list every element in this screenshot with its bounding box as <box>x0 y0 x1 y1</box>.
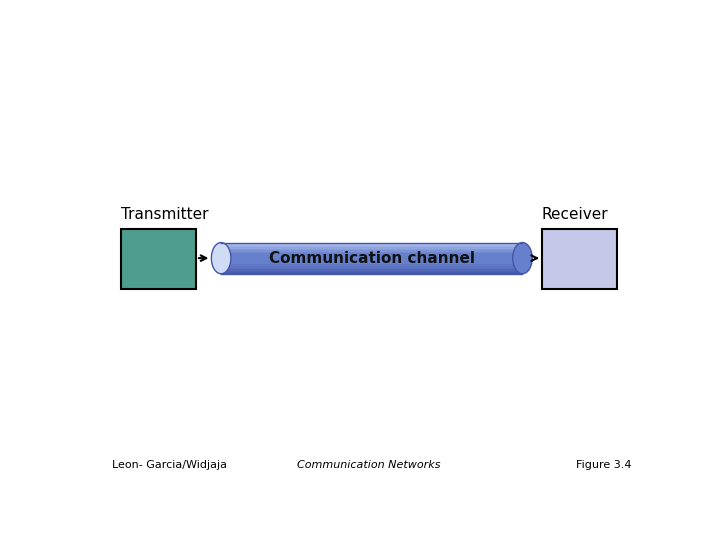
Text: Receiver: Receiver <box>542 207 608 221</box>
Bar <box>221 252 523 253</box>
Bar <box>221 267 523 269</box>
Text: Communication channel: Communication channel <box>269 251 474 266</box>
Bar <box>221 265 523 266</box>
Bar <box>221 258 523 260</box>
Text: Figure 3.4: Figure 3.4 <box>576 460 631 470</box>
Bar <box>221 260 523 261</box>
Text: Transmitter: Transmitter <box>121 207 208 221</box>
Ellipse shape <box>212 242 231 274</box>
Bar <box>221 244 523 246</box>
Bar <box>221 247 523 249</box>
Bar <box>221 272 523 274</box>
Bar <box>542 229 617 289</box>
Bar <box>121 229 196 289</box>
Text: Communication Networks: Communication Networks <box>297 460 441 470</box>
Bar <box>221 246 523 247</box>
Bar <box>221 249 523 251</box>
Bar <box>221 266 523 267</box>
Bar <box>221 242 523 274</box>
Bar <box>221 269 523 271</box>
Bar <box>221 263 523 265</box>
Text: Leon- Garcia/Widjaja: Leon- Garcia/Widjaja <box>112 460 228 470</box>
Bar <box>221 256 523 258</box>
Bar <box>221 271 523 272</box>
Bar <box>221 261 523 263</box>
Bar <box>221 242 523 244</box>
Bar <box>221 251 523 252</box>
Bar <box>221 255 523 256</box>
Bar <box>221 253 523 255</box>
Ellipse shape <box>513 242 532 274</box>
